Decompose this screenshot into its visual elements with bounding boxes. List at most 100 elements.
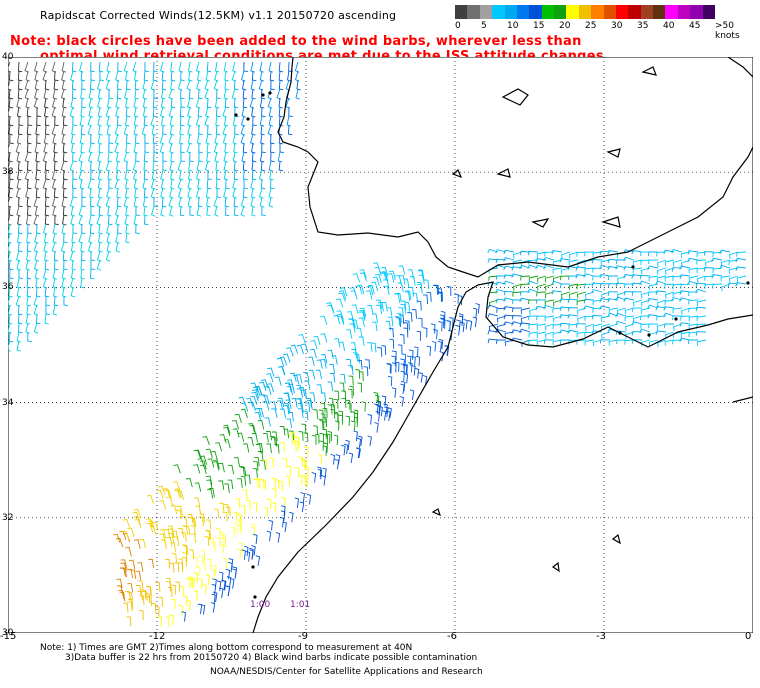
wind-barb	[97, 88, 103, 100]
wind-barb	[187, 61, 193, 73]
wind-barb	[197, 106, 203, 118]
latitude-tick-label: 36	[2, 282, 14, 293]
wind-barb	[254, 385, 263, 395]
wind-barb	[283, 428, 290, 439]
wind-barb	[327, 404, 333, 415]
wind-barb	[267, 124, 272, 136]
wind-barb	[270, 436, 276, 446]
wind-barb	[34, 178, 39, 190]
wind-barb	[266, 498, 272, 509]
wind-barb	[80, 106, 85, 118]
wind-barb	[207, 558, 212, 569]
wind-barb	[268, 187, 273, 199]
wind-barb	[648, 275, 659, 282]
wind-barb	[61, 196, 66, 208]
wind-barb	[271, 437, 278, 447]
wind-barb	[403, 363, 408, 374]
wind-barb	[215, 178, 221, 190]
wind-barb	[519, 291, 531, 296]
wind-barb	[26, 232, 31, 244]
wind-barb	[552, 315, 563, 323]
wind-barb	[318, 418, 324, 429]
wind-barb	[271, 408, 278, 418]
wind-barb	[520, 315, 531, 323]
colorbar-swatch	[516, 5, 530, 19]
wind-barb	[680, 283, 691, 289]
wind-barb	[376, 304, 383, 315]
wind-barb	[271, 477, 276, 488]
colorbar-swatch	[455, 5, 468, 19]
wind-barb	[353, 409, 359, 420]
wind-barb	[263, 433, 269, 443]
wind-barb	[259, 151, 265, 163]
wind-barb	[119, 591, 126, 602]
wind-barb	[137, 590, 143, 601]
wind-barb	[212, 461, 220, 471]
wind-barb	[337, 315, 345, 325]
wind-barb	[206, 151, 211, 163]
wind-barb	[560, 251, 571, 259]
wind-barb	[78, 169, 83, 181]
wind-barb	[120, 562, 127, 572]
wind-barb	[283, 392, 291, 403]
wind-barb	[234, 413, 242, 423]
wind-barb	[178, 196, 183, 208]
wind-barb	[133, 124, 138, 136]
wind-barb	[559, 306, 571, 312]
wind-barb	[460, 321, 465, 333]
wind-barb	[205, 70, 210, 82]
wind-barb	[623, 266, 635, 271]
wind-barb	[188, 160, 193, 172]
wind-barb	[307, 399, 313, 410]
wind-barb	[696, 259, 707, 265]
wind-barb	[340, 373, 346, 384]
wind-barb	[308, 356, 315, 366]
wind-barb	[616, 275, 627, 284]
wind-barb	[304, 466, 309, 477]
longitude-tick-label: 0	[745, 631, 752, 642]
wind-barb	[147, 520, 155, 530]
wind-barb	[374, 273, 382, 284]
wind-barb	[197, 603, 203, 614]
wind-barb	[316, 359, 323, 369]
wind-barb	[181, 532, 187, 542]
wind-barb	[711, 273, 723, 279]
wind-barb	[260, 124, 265, 136]
wind-barb	[27, 178, 32, 190]
wind-barb	[18, 124, 23, 136]
wind-barb	[33, 214, 38, 226]
colorbar-swatch	[467, 5, 480, 19]
wind-barb	[44, 250, 49, 262]
wind-barb	[381, 345, 387, 356]
wind-barb	[142, 88, 147, 100]
wind-barb	[382, 279, 390, 289]
wind-barb	[243, 545, 249, 557]
wind-barb	[157, 616, 162, 627]
wind-barb	[394, 316, 401, 326]
wind-barb	[512, 291, 523, 297]
wind-barb	[116, 578, 123, 589]
wind-barb	[143, 187, 149, 199]
wind-barb	[371, 342, 377, 353]
wind-barb	[233, 142, 238, 154]
wind-barb	[243, 443, 250, 453]
wind-barb	[266, 373, 274, 383]
wind-barb	[543, 304, 555, 310]
wind-barb	[204, 115, 209, 127]
wind-barb	[487, 304, 499, 310]
wind-barb	[44, 79, 50, 91]
wind-barb	[535, 264, 547, 269]
wind-barb	[88, 232, 93, 244]
wind-barb	[62, 151, 68, 163]
colorbar-swatch	[677, 5, 691, 19]
wind-barb	[34, 250, 40, 262]
wind-barb	[133, 106, 139, 118]
wind-barb	[8, 313, 13, 325]
wind-barb	[8, 304, 13, 316]
wind-barb	[374, 266, 382, 276]
wind-barb	[174, 562, 180, 573]
wind-barb	[79, 178, 85, 190]
wind-barb	[8, 178, 14, 190]
wind-barb	[80, 268, 85, 280]
wind-barb	[348, 365, 354, 375]
